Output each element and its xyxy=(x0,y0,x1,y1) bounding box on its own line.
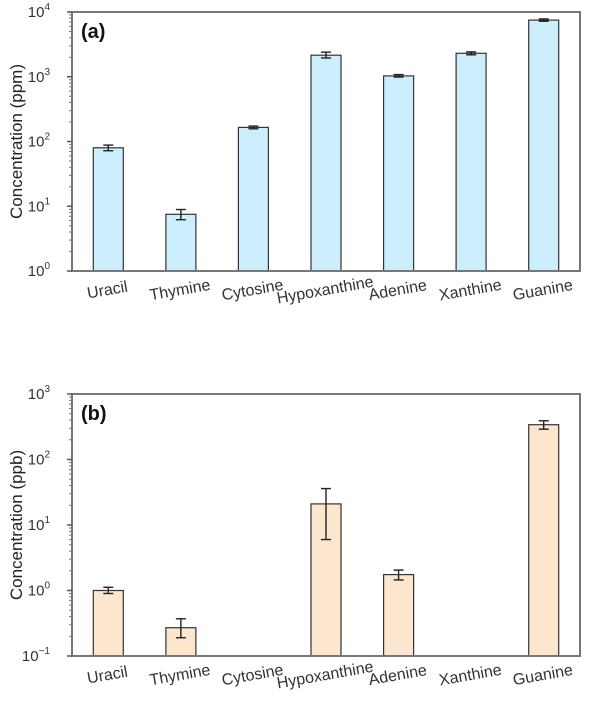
x-tick-label: Uracil xyxy=(86,664,129,688)
chart-panel-1: Uracil Thymine CytosineHypoxanthineAdenine… xyxy=(7,2,581,308)
error-bar-thymine xyxy=(175,618,186,639)
error-bar-adenine xyxy=(393,569,404,581)
error-bar-hypoxanthine xyxy=(321,51,331,59)
bar-guanine xyxy=(528,424,560,657)
x-tick-label: Hypoxanthine xyxy=(276,659,375,693)
y-tick-label: 10−1 xyxy=(22,646,51,665)
y-axis-label: Concentration (ppm) xyxy=(7,64,26,219)
y-tick-label: 101 xyxy=(28,196,51,215)
error-bar-cytosine xyxy=(248,125,259,130)
bar-thymine xyxy=(165,213,197,272)
y-tick-label: 103 xyxy=(28,67,51,86)
y-tick-exponent: 3 xyxy=(44,384,50,395)
y-tick-exponent: 1 xyxy=(44,196,50,207)
x-tick-label: Xanthine xyxy=(438,662,503,690)
y-axis-label: Concentration (ppb) xyxy=(7,450,26,600)
bar-xanthine xyxy=(455,52,487,272)
error-bar-uracil xyxy=(103,586,114,595)
y-tick-label: 103 xyxy=(28,384,51,403)
error-bar-guanine xyxy=(538,420,549,430)
y-tick-label: 101 xyxy=(28,515,51,534)
bar-cytosine xyxy=(237,126,269,272)
panel-label: (b) xyxy=(81,403,107,425)
x-tick-label: Uracil xyxy=(86,279,129,303)
error-bar-hypoxanthine xyxy=(321,487,331,541)
x-tick-label: Adenine xyxy=(367,277,428,304)
error-bar-adenine xyxy=(393,73,404,78)
error-bar-guanine xyxy=(538,18,549,22)
y-tick-label: 100 xyxy=(28,261,51,280)
x-tick-label: Adenine xyxy=(367,662,428,689)
y-tick-exponent: 1 xyxy=(44,515,50,526)
bar-adenine xyxy=(383,573,415,657)
x-tick-label: Thymine xyxy=(148,277,211,304)
panel-label: (a) xyxy=(81,21,105,43)
y-tick-exponent: 3 xyxy=(44,67,50,78)
chart-panel-2: Uracil Thymine CytosineHypoxanthineAdenine… xyxy=(7,384,581,693)
x-tick-label: Thymine xyxy=(148,662,211,689)
y-tick-exponent: 4 xyxy=(44,2,50,13)
bar-adenine xyxy=(383,75,415,272)
y-tick-exponent: 2 xyxy=(44,132,50,143)
x-tick-label: Hypoxanthine xyxy=(276,274,375,308)
bar-uracil xyxy=(92,589,124,657)
error-bar-uracil xyxy=(103,144,114,152)
error-bar-xanthine xyxy=(466,51,477,56)
y-tick-exponent: 2 xyxy=(44,450,50,461)
y-tick-exponent: 0 xyxy=(44,261,50,272)
bar-guanine xyxy=(528,19,560,272)
bar-hypoxanthine xyxy=(310,54,342,272)
x-tick-label: Guanine xyxy=(512,277,575,304)
y-tick-exponent: −1 xyxy=(39,646,51,657)
error-bar-thymine xyxy=(175,208,186,221)
y-tick-label: 100 xyxy=(28,581,51,600)
y-tick-exponent: 0 xyxy=(44,581,50,592)
x-tick-label: Xanthine xyxy=(438,277,503,305)
y-tick-label: 104 xyxy=(28,2,51,21)
bar-uracil xyxy=(92,147,124,272)
y-tick-label: 102 xyxy=(28,450,51,469)
y-tick-label: 102 xyxy=(28,132,51,151)
x-tick-label: Guanine xyxy=(512,662,575,689)
